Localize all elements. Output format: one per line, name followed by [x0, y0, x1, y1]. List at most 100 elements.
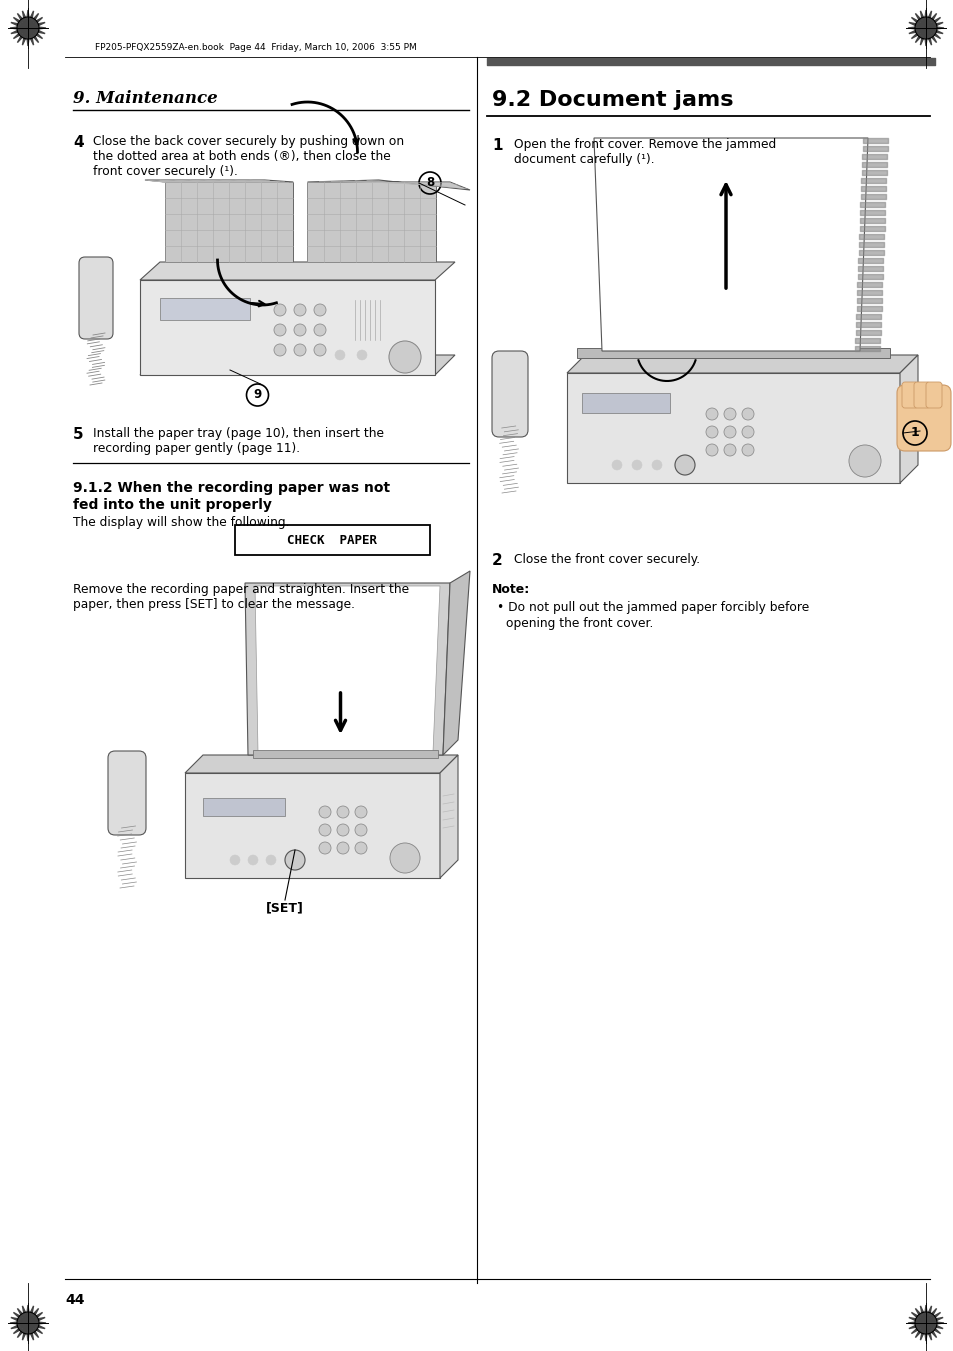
Polygon shape	[899, 355, 917, 484]
Bar	[234, 526, 430, 555]
Circle shape	[741, 426, 753, 438]
Polygon shape	[245, 584, 450, 755]
Circle shape	[631, 459, 641, 470]
FancyBboxPatch shape	[913, 382, 929, 408]
Text: 9.1.2 When the recording paper was not: 9.1.2 When the recording paper was not	[73, 481, 390, 494]
Polygon shape	[140, 262, 455, 280]
Circle shape	[705, 426, 718, 438]
Text: Close the front cover securely.: Close the front cover securely.	[514, 553, 700, 566]
Text: paper, then press [SET] to clear the message.: paper, then press [SET] to clear the mes…	[73, 598, 355, 611]
Text: • Do not pull out the jammed paper forcibly before: • Do not pull out the jammed paper forci…	[497, 601, 808, 613]
Bar	[165, 182, 293, 262]
Text: Install the paper tray (page 10), then insert the: Install the paper tray (page 10), then i…	[92, 427, 384, 440]
Circle shape	[355, 842, 367, 854]
Circle shape	[723, 444, 735, 457]
Bar	[253, 750, 437, 758]
Polygon shape	[594, 138, 867, 351]
Circle shape	[285, 850, 305, 870]
Circle shape	[314, 304, 326, 316]
Circle shape	[318, 824, 331, 836]
Text: 8: 8	[425, 177, 434, 189]
Circle shape	[266, 855, 275, 865]
Circle shape	[294, 324, 306, 336]
Text: front cover securely (¹).: front cover securely (¹).	[92, 165, 237, 178]
FancyBboxPatch shape	[901, 382, 917, 408]
Text: opening the front cover.: opening the front cover.	[505, 617, 653, 630]
Circle shape	[723, 426, 735, 438]
Polygon shape	[10, 1305, 46, 1342]
Bar	[566, 373, 899, 484]
Text: 1: 1	[910, 427, 919, 439]
Circle shape	[651, 459, 661, 470]
Circle shape	[274, 304, 286, 316]
Circle shape	[314, 345, 326, 357]
Circle shape	[335, 350, 345, 359]
Text: [SET]: [SET]	[266, 901, 304, 915]
Polygon shape	[10, 9, 46, 46]
Circle shape	[705, 444, 718, 457]
Circle shape	[355, 824, 367, 836]
Circle shape	[390, 843, 419, 873]
FancyBboxPatch shape	[79, 257, 112, 339]
Text: document carefully (¹).: document carefully (¹).	[514, 153, 654, 166]
Text: 9: 9	[253, 389, 261, 401]
Bar	[203, 798, 285, 816]
Circle shape	[356, 350, 367, 359]
Polygon shape	[254, 586, 439, 753]
Polygon shape	[140, 280, 435, 376]
Text: 9.2 Document jams: 9.2 Document jams	[492, 91, 733, 109]
Circle shape	[294, 304, 306, 316]
Text: fed into the unit properly: fed into the unit properly	[73, 499, 272, 512]
Circle shape	[741, 444, 753, 457]
Bar	[577, 349, 889, 358]
Circle shape	[723, 408, 735, 420]
Circle shape	[848, 444, 880, 477]
Bar	[307, 182, 436, 262]
Text: Open the front cover. Remove the jammed: Open the front cover. Remove the jammed	[514, 138, 776, 151]
Circle shape	[274, 345, 286, 357]
Circle shape	[705, 408, 718, 420]
Circle shape	[336, 824, 349, 836]
Circle shape	[230, 855, 240, 865]
Polygon shape	[439, 755, 457, 878]
Polygon shape	[185, 755, 457, 773]
Text: 5: 5	[73, 427, 84, 442]
Text: the dotted area at both ends (®), then close the: the dotted area at both ends (®), then c…	[92, 150, 391, 163]
Text: 9. Maintenance: 9. Maintenance	[73, 91, 217, 107]
FancyBboxPatch shape	[925, 382, 941, 408]
Bar	[581, 393, 669, 413]
Text: 44: 44	[65, 1293, 85, 1306]
Text: 4: 4	[73, 135, 84, 150]
Text: Note:: Note:	[492, 584, 530, 596]
Circle shape	[314, 324, 326, 336]
FancyBboxPatch shape	[492, 351, 527, 436]
Circle shape	[389, 340, 420, 373]
Circle shape	[355, 807, 367, 817]
Polygon shape	[442, 571, 470, 755]
Circle shape	[318, 807, 331, 817]
Circle shape	[741, 408, 753, 420]
Text: recording paper gently (page 11).: recording paper gently (page 11).	[92, 442, 300, 455]
Circle shape	[294, 345, 306, 357]
Polygon shape	[907, 1305, 943, 1342]
Circle shape	[612, 459, 621, 470]
Polygon shape	[566, 355, 917, 373]
Circle shape	[336, 807, 349, 817]
Text: Close the back cover securely by pushing down on: Close the back cover securely by pushing…	[92, 135, 404, 149]
Polygon shape	[140, 355, 455, 376]
Bar	[185, 773, 439, 878]
Text: FP205-PFQX2559ZA-en.book  Page 44  Friday, March 10, 2006  3:55 PM: FP205-PFQX2559ZA-en.book Page 44 Friday,…	[95, 42, 416, 51]
Text: 1: 1	[492, 138, 502, 153]
Text: CHECK  PAPER: CHECK PAPER	[287, 534, 377, 547]
Polygon shape	[907, 9, 943, 46]
Polygon shape	[145, 180, 293, 182]
Circle shape	[336, 842, 349, 854]
Circle shape	[274, 324, 286, 336]
Circle shape	[248, 855, 257, 865]
Polygon shape	[307, 180, 470, 190]
Text: 2: 2	[492, 553, 502, 567]
Circle shape	[318, 842, 331, 854]
Text: The display will show the following.: The display will show the following.	[73, 516, 289, 530]
Text: Remove the recording paper and straighten. Insert the: Remove the recording paper and straighte…	[73, 584, 409, 596]
Circle shape	[675, 455, 695, 476]
